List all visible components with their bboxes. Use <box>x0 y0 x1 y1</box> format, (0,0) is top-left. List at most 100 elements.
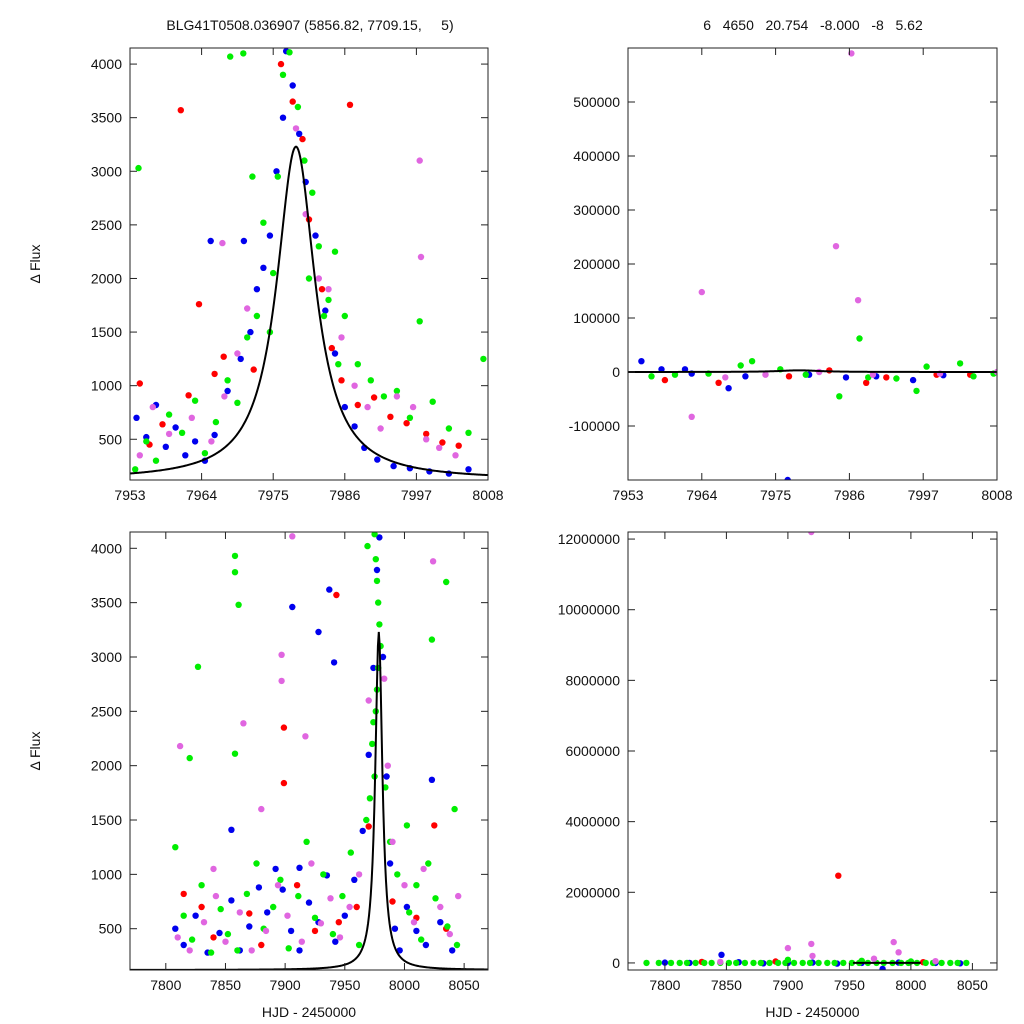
data-point-bottom-right-green-4 <box>683 959 691 967</box>
data-point-top-right-green-9 <box>737 362 744 369</box>
data-point-top-left-blue-12 <box>237 355 244 363</box>
x-tick-label-top-right-2: 7975 <box>760 487 791 503</box>
data-point-top-left-red-2 <box>136 380 143 387</box>
y-axis-label-bottom-left: Δ Flux <box>27 732 43 771</box>
data-point-bottom-left-green-54 <box>432 895 439 902</box>
x-tick-label-bottom-right-4: 8000 <box>895 977 926 993</box>
data-point-top-left-magenta-2 <box>417 253 425 261</box>
data-point-bottom-right-green-33 <box>922 959 929 967</box>
data-point-bottom-left-green-49 <box>339 892 346 900</box>
data-point-top-left-red-13 <box>338 377 345 384</box>
data-point-bottom-left-green-37 <box>234 947 241 954</box>
data-point-bottom-left-magenta-5 <box>302 733 309 740</box>
data-point-bottom-left-green-44 <box>295 892 302 900</box>
data-point-top-right-green-4 <box>923 363 930 370</box>
data-point-bottom-left-green-45 <box>303 838 310 845</box>
data-point-bottom-left-blue-14 <box>246 923 253 930</box>
x-tick-label-bottom-left-2: 7900 <box>270 977 301 993</box>
chart-panel-top-left: 7953 7964 7975 7986 7997 8008 500 1000 1500 2000 2… <box>27 47 504 503</box>
data-point-bottom-right-magenta-5 <box>870 955 878 962</box>
data-point-bottom-left-green-34 <box>207 949 215 956</box>
data-point-bottom-left-green-7 <box>443 578 450 586</box>
data-point-bottom-left-green-12 <box>375 599 382 606</box>
data-point-bottom-left-green-6 <box>428 636 436 643</box>
x-tick-label-top-left-5: 8008 <box>472 487 503 503</box>
data-point-bottom-left-red-0 <box>333 591 340 599</box>
data-point-bottom-left-green-50 <box>347 849 354 856</box>
x-tick-label-bottom-right-2: 7900 <box>772 977 803 993</box>
y-tick-label-bottom-left-6: 3500 <box>91 595 122 611</box>
data-point-bottom-right-green-22 <box>831 959 838 967</box>
data-point-bottom-left-green-26 <box>403 822 411 829</box>
data-point-bottom-right-green-35 <box>938 959 945 967</box>
data-point-bottom-left-blue-2 <box>315 628 322 636</box>
data-point-bottom-left-magenta-24 <box>355 871 363 878</box>
data-point-bottom-left-blue-9 <box>192 912 199 919</box>
data-point-top-left-green-16 <box>380 393 388 400</box>
data-point-top-right-green-6 <box>648 373 655 380</box>
data-point-top-left-red-23 <box>250 366 257 373</box>
data-point-top-left-green-8 <box>301 157 308 164</box>
y-tick-label-bottom-right-4: 8000000 <box>565 672 620 688</box>
x-tick-label-bottom-left-0: 7800 <box>150 977 181 993</box>
data-point-bottom-left-blue-34 <box>386 860 394 867</box>
y-tick-label-bottom-left-5: 3000 <box>91 649 122 665</box>
data-point-bottom-left-red-8 <box>293 882 301 889</box>
data-point-top-left-green-7 <box>260 219 267 226</box>
data-point-bottom-right-green-1 <box>655 959 662 967</box>
data-point-top-left-green-1 <box>227 53 234 60</box>
data-point-top-left-green-13 <box>341 312 348 320</box>
data-point-top-left-blue-25 <box>331 350 339 357</box>
data-point-bottom-left-red-3 <box>431 822 438 829</box>
data-point-bottom-left-green-43 <box>285 945 292 952</box>
data-point-bottom-left-magenta-7 <box>210 865 217 873</box>
data-point-top-right-blue-2 <box>681 366 689 373</box>
data-point-bottom-left-green-55 <box>444 923 451 930</box>
chart-panel-bottom-right: 7800 7850 7900 7950 8000 8050 0 2000000 4000000 6… <box>558 531 998 1020</box>
data-point-top-right-green-14 <box>970 373 977 380</box>
data-point-top-left-magenta-1 <box>416 157 423 164</box>
data-point-top-left-magenta-3 <box>136 452 143 459</box>
data-point-top-left-blue-7 <box>182 452 189 459</box>
data-point-bottom-left-green-5 <box>231 750 239 757</box>
data-point-bottom-right-magenta-1 <box>808 940 815 948</box>
x-tick-label-bottom-left-5: 8050 <box>449 977 480 993</box>
data-point-top-left-red-1 <box>346 101 354 109</box>
data-point-top-left-green-17 <box>393 387 401 395</box>
data-point-top-left-green-35 <box>253 312 261 320</box>
data-point-top-right-red-0 <box>661 376 669 384</box>
data-point-top-left-green-20 <box>429 398 436 405</box>
x-tick-label-top-left-0: 7953 <box>114 487 145 503</box>
data-point-bottom-left-magenta-23 <box>346 903 353 911</box>
data-point-bottom-right-green-2 <box>667 959 675 967</box>
data-point-bottom-left-green-56 <box>453 941 461 949</box>
data-point-top-left-green-22 <box>465 429 472 436</box>
data-point-bottom-left-magenta-6 <box>258 805 265 813</box>
data-point-top-left-blue-18 <box>279 114 287 121</box>
data-point-bottom-right-green-13 <box>757 959 764 967</box>
plot-frame-bottom-left <box>129 531 489 971</box>
data-point-bottom-right-green-36 <box>947 959 954 967</box>
x-tick-label-top-left-4: 7997 <box>401 487 432 503</box>
data-point-top-left-blue-30 <box>390 462 397 470</box>
y-tick-label-top-right-1: 0 <box>612 364 620 380</box>
data-point-bottom-left-blue-12 <box>228 897 235 904</box>
data-point-top-left-green-30 <box>201 450 209 457</box>
data-point-top-left-magenta-21 <box>423 436 430 443</box>
data-point-top-right-green-0 <box>748 358 756 365</box>
data-point-top-left-magenta-8 <box>221 393 228 400</box>
data-point-top-left-blue-24 <box>322 307 329 314</box>
x-tick-label-bottom-right-0: 7800 <box>649 977 680 993</box>
data-point-bottom-right-magenta-6 <box>717 958 724 966</box>
x-tick-label-bottom-left-4: 8000 <box>389 977 420 993</box>
y-tick-label-bottom-right-3: 6000000 <box>565 743 620 759</box>
y-tick-label-bottom-left-2: 1500 <box>91 812 122 828</box>
y-tick-label-top-right-4: 300000 <box>573 202 620 218</box>
data-point-top-left-blue-1 <box>240 237 248 245</box>
data-point-top-left-magenta-10 <box>244 305 251 312</box>
data-point-bottom-left-green-30 <box>172 844 179 851</box>
data-point-top-left-blue-20 <box>289 82 296 89</box>
data-point-bottom-right-red-0 <box>835 872 842 879</box>
data-point-bottom-left-green-0 <box>231 552 239 560</box>
data-point-bottom-left-blue-29 <box>370 664 377 672</box>
